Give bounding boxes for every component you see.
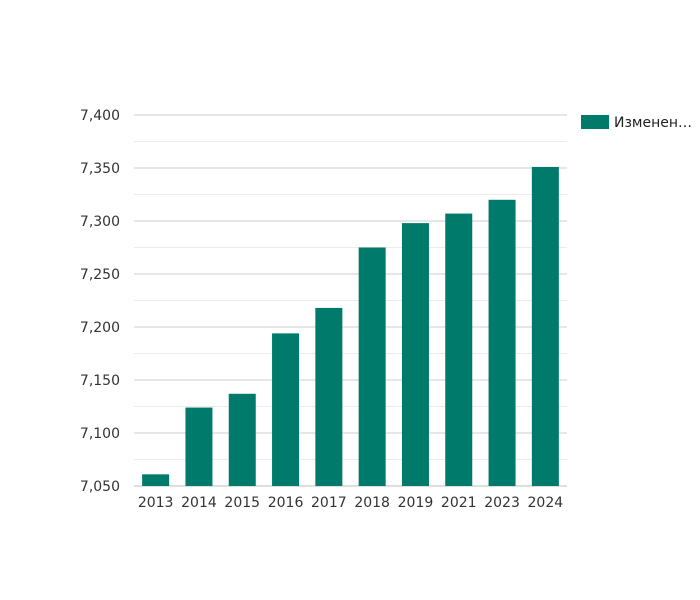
y-axis-ticks: 7,050 7,100 7,150 7,200 7,250 7,300 7,350 7,400: [80, 108, 120, 495]
bar-2015[interactable]: [228, 393, 256, 486]
bars: [142, 166, 559, 487]
y-tick-label: 7,300: [80, 214, 120, 230]
bar-2014[interactable]: [185, 407, 213, 486]
legend-label-series-0: Изменен…: [614, 115, 692, 131]
y-tick-label: 7,150: [80, 373, 120, 389]
bar-2023[interactable]: [488, 199, 516, 487]
x-tick-label: 2024: [528, 495, 564, 511]
bar-2016[interactable]: [272, 333, 300, 486]
x-tick-label: 2023: [484, 495, 520, 511]
x-tick-label: 2021: [441, 495, 477, 511]
x-tick-label: 2014: [181, 495, 217, 511]
x-tick-label: 2015: [224, 495, 260, 511]
legend[interactable]: Изменен…: [581, 115, 692, 131]
bar-2021[interactable]: [445, 213, 473, 486]
legend-swatch: [581, 115, 609, 129]
x-tick-label: 2018: [354, 495, 390, 511]
x-tick-label: 2019: [398, 495, 434, 511]
bar-2017[interactable]: [315, 307, 343, 486]
y-tick-label: 7,050: [80, 479, 120, 495]
y-tick-label: 7,250: [80, 267, 120, 283]
y-tick-label: 7,400: [80, 108, 120, 124]
bar-2018[interactable]: [358, 247, 386, 487]
x-tick-label: 2016: [268, 495, 304, 511]
x-axis-ticks: 2013 2014 2015 2016 2017 2018 2019 2021 2023 2024: [138, 495, 563, 511]
y-tick-label: 7,100: [80, 426, 120, 442]
y-tick-label: 7,200: [80, 320, 120, 336]
x-tick-label: 2013: [138, 495, 174, 511]
bar-2019[interactable]: [401, 223, 429, 486]
y-tick-label: 7,350: [80, 161, 120, 177]
x-tick-label: 2017: [311, 495, 347, 511]
bar-2013[interactable]: [142, 474, 170, 486]
bar-2024[interactable]: [531, 166, 559, 486]
